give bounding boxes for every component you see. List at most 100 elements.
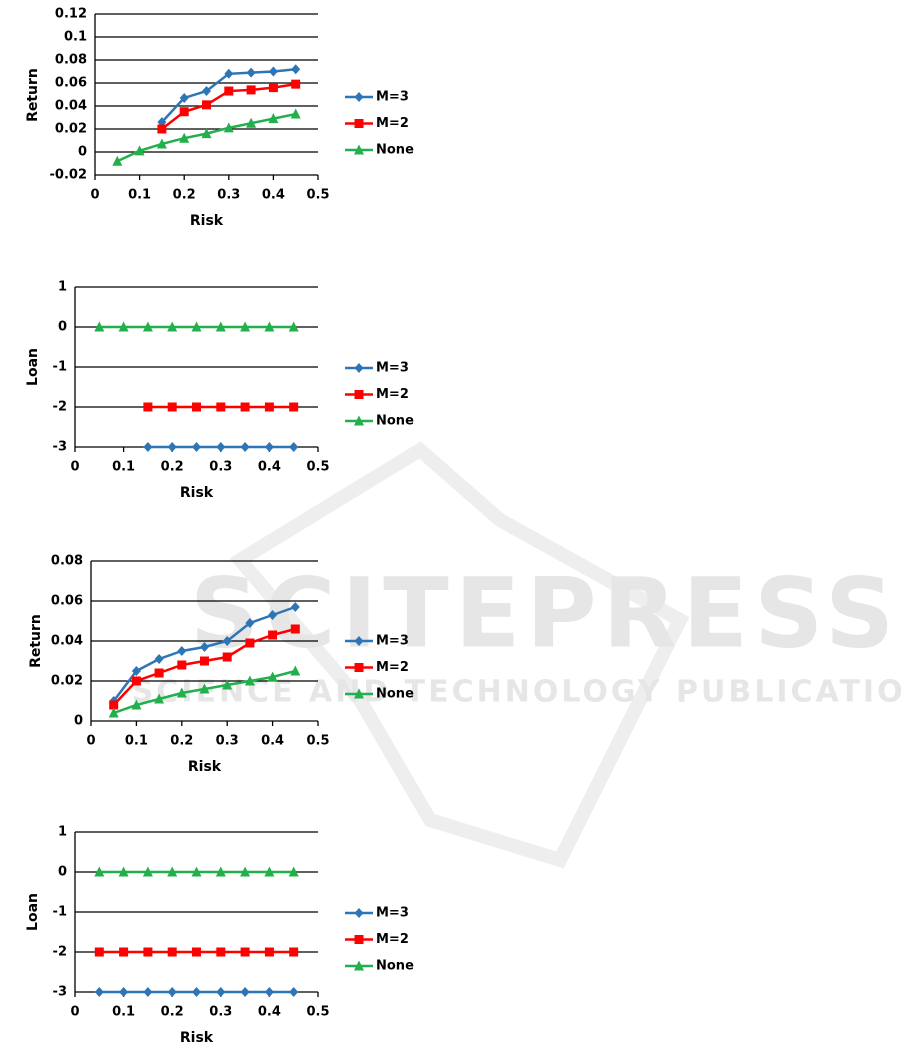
marker — [289, 442, 299, 452]
marker — [167, 866, 178, 877]
legend-item: M=2 — [345, 932, 409, 947]
y-tick-label: 0.04 — [55, 99, 87, 114]
legend-item: M=3 — [345, 361, 409, 376]
marker — [222, 652, 232, 662]
marker — [179, 92, 189, 103]
y-tick-label: 0.06 — [51, 594, 83, 609]
legend-label: M=3 — [376, 906, 409, 921]
marker — [267, 671, 278, 682]
legend-label: M=2 — [376, 387, 409, 402]
marker — [179, 132, 190, 143]
marker — [240, 947, 250, 957]
marker — [289, 947, 299, 957]
y-tick-label: -3 — [53, 440, 67, 455]
marker — [131, 676, 141, 686]
x-tick-label: 0.1 — [112, 1005, 135, 1020]
marker — [288, 866, 299, 877]
marker — [134, 145, 145, 156]
y-axis-label: Loan — [25, 348, 41, 386]
y-tick-label: -3 — [53, 985, 67, 1000]
y-tick-label: 1 — [58, 280, 67, 295]
marker — [142, 866, 153, 877]
x-tick-label: 0.2 — [170, 734, 193, 749]
marker — [222, 636, 232, 646]
watermark: SCITEPRESS SCIENCE AND TECHNOLOGY PUBLIC… — [132, 441, 901, 869]
legend-label: M=3 — [376, 361, 409, 376]
x-tick-label: 0.2 — [161, 1005, 184, 1020]
marker — [215, 321, 226, 332]
marker — [224, 68, 234, 79]
marker — [354, 144, 364, 155]
marker — [216, 947, 226, 957]
marker — [94, 987, 104, 997]
marker — [192, 987, 201, 997]
watermark-logo — [229, 441, 690, 869]
marker — [199, 683, 210, 694]
marker — [290, 624, 300, 634]
x-tick-label: 0.4 — [261, 734, 284, 749]
marker — [216, 442, 226, 452]
marker — [94, 321, 105, 332]
y-tick-label: 0.02 — [51, 674, 83, 689]
legend-item: M=2 — [345, 116, 409, 131]
marker — [167, 321, 178, 332]
marker — [177, 646, 187, 656]
marker — [192, 442, 201, 452]
marker — [245, 618, 255, 628]
marker — [354, 92, 364, 102]
x-tick-label: 0.2 — [161, 460, 184, 475]
watermark-subtitle: SCIENCE AND TECHNOLOGY PUBLICATIONS — [132, 675, 901, 710]
marker — [290, 665, 301, 676]
marker — [354, 390, 364, 399]
marker — [289, 987, 299, 997]
marker — [179, 107, 189, 117]
marker — [240, 402, 250, 412]
marker — [143, 947, 153, 957]
marker — [264, 321, 275, 332]
y-tick-label: 0.08 — [55, 53, 87, 68]
legend-label: None — [376, 959, 414, 974]
y-tick-label: -1 — [53, 905, 67, 920]
marker — [131, 666, 141, 676]
marker — [223, 122, 234, 133]
legend-label: None — [376, 143, 414, 158]
legend-item: M=3 — [345, 634, 409, 649]
y-tick-label: -1 — [53, 360, 67, 375]
marker — [354, 663, 364, 672]
y-tick-label: 0.06 — [55, 76, 87, 91]
legend-label: M=3 — [376, 90, 409, 105]
marker — [354, 119, 364, 128]
x-tick-label: 0.4 — [262, 188, 285, 203]
marker — [291, 64, 301, 75]
marker — [288, 321, 299, 332]
marker — [224, 86, 234, 96]
marker — [246, 85, 256, 95]
y-tick-label: 0 — [58, 865, 67, 880]
marker — [118, 866, 129, 877]
marker — [108, 707, 119, 718]
y-tick-label: 0 — [74, 714, 83, 729]
marker — [201, 128, 212, 139]
x-tick-label: 0.3 — [209, 1005, 232, 1020]
marker — [289, 402, 299, 412]
marker — [264, 442, 274, 452]
marker — [215, 866, 226, 877]
marker — [354, 908, 364, 918]
legend-item: None — [345, 143, 414, 158]
x-tick-label: 0 — [90, 188, 99, 203]
marker — [202, 100, 211, 110]
marker — [143, 402, 153, 412]
marker — [354, 935, 364, 944]
x-axis-label: Risk — [188, 759, 222, 775]
marker — [154, 668, 164, 678]
marker — [167, 402, 177, 412]
watermark-title: SCITEPRESS — [190, 557, 900, 669]
x-tick-label: 0.4 — [258, 460, 281, 475]
marker — [112, 155, 123, 166]
marker — [94, 947, 104, 957]
x-axis-label: Risk — [180, 1030, 214, 1046]
marker — [268, 66, 278, 77]
x-tick-label: 0 — [70, 460, 79, 475]
x-tick-label: 0.4 — [258, 1005, 281, 1020]
